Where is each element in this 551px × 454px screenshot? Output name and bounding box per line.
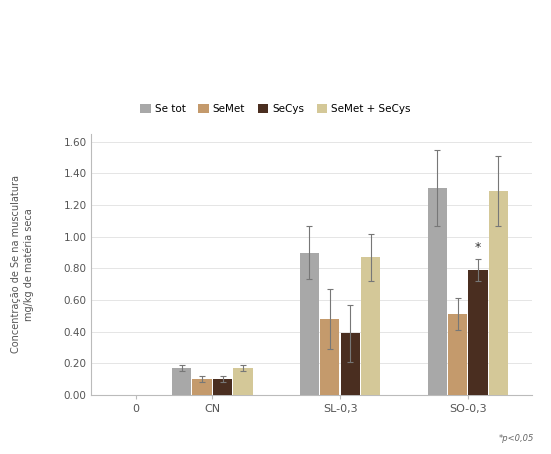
Bar: [234, 368, 252, 395]
Bar: [320, 319, 339, 395]
Bar: [428, 188, 447, 395]
Text: *p<0,05: *p<0,05: [499, 434, 534, 443]
Text: Figura 4 – Deposição de selenometionina e selenocisteína na musculatura do peito: Figura 4 – Deposição de selenometionina …: [8, 25, 469, 35]
Bar: [361, 257, 380, 395]
Bar: [172, 368, 191, 395]
Bar: [448, 314, 467, 395]
Bar: [468, 270, 488, 395]
Bar: [341, 333, 360, 395]
Bar: [300, 252, 319, 395]
Bar: [489, 191, 508, 395]
Bar: [192, 379, 212, 395]
Text: de 3 semanas alimentados com HMSeBA (Selisseo®, SO) ou Se-levedura (SL), ambos a: de 3 semanas alimentados com HMSeBA (Sel…: [8, 60, 473, 70]
Legend: Se tot, SeMet, SeCys, SeMet + SeCys: Se tot, SeMet, SeCys, SeMet + SeCys: [140, 104, 411, 114]
Bar: [213, 379, 232, 395]
Text: *: *: [475, 241, 481, 254]
Text: Concentração de Se na musculatura
mg/kg de matéria seca: Concentração de Se na musculatura mg/kg …: [12, 175, 34, 354]
